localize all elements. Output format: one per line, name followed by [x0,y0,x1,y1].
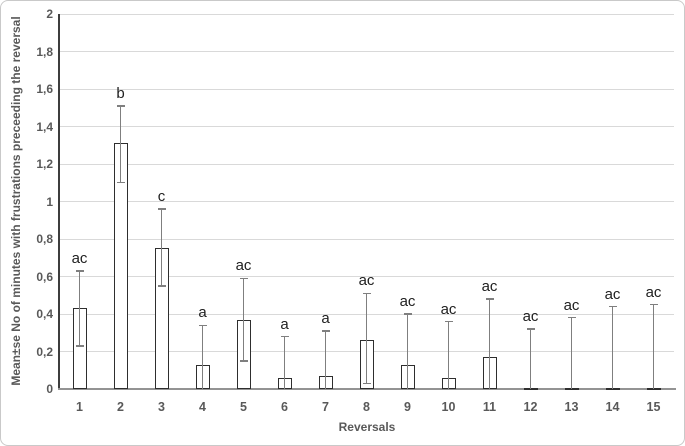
error-bar-cap-bottom [239,360,248,362]
error-bar-cap-top [403,313,412,315]
error-bar-line [529,329,532,389]
significance-letter: ac [440,300,457,318]
significance-letter: ac [563,296,580,314]
error-bar-cap-top [198,324,207,326]
x-tick-label: 4 [199,400,206,414]
error-bar-line [447,321,450,389]
error-bar-line [365,293,368,384]
significance-letter: ac [399,293,416,310]
y-tick-label: 2 [46,7,53,21]
error-bar-line [119,105,122,183]
error-bar-cap-top [526,328,535,330]
x-axis-line [58,388,676,390]
gridline [59,88,674,90]
significance-letter: b [116,84,125,102]
significance-letter: a [321,309,330,327]
error-bar-cap-top [239,277,248,280]
x-tick-label: 6 [281,400,288,414]
x-tick-label: 13 [564,400,579,414]
error-bar-line [160,209,163,286]
error-bar-line [652,304,655,389]
x-tick-label: 10 [441,400,456,414]
significance-letter: a [280,315,289,333]
error-bar-cap-top [157,208,166,210]
error-bar-line [242,278,245,361]
x-tick-label: 1 [76,400,83,414]
significance-letter: ac [235,257,252,275]
x-tick-label: 11 [482,400,497,414]
y-tick-label: 1,2 [36,157,53,171]
error-bar-line [201,325,204,389]
significance-letter: ac [604,285,621,303]
error-bar-line [324,330,327,389]
x-tick-label: 15 [646,400,661,414]
gridline [59,238,674,240]
error-bar-cap-top [75,270,84,272]
x-tick-label: 2 [117,400,124,414]
y-tick-label: 1,6 [36,82,53,96]
gridline [59,13,674,15]
error-bar-cap-top [567,317,576,319]
y-tick-label: 0,6 [36,269,53,284]
error-bar-line [78,270,81,346]
error-bar-line [611,306,614,389]
gridline [59,126,674,127]
error-bar-line [488,299,491,389]
error-bar-line [283,336,286,389]
error-bar-cap-top [649,303,658,306]
x-tick-label: 12 [523,400,538,414]
x-tick-label: 8 [363,400,370,414]
error-bar-line [406,314,409,389]
gridline [59,201,674,202]
y-tick-label: 0,2 [36,344,53,359]
error-bar-cap-bottom [157,285,166,287]
gridline [59,163,674,165]
y-tick-label: 0,4 [36,307,53,321]
error-bar-cap-bottom [362,382,371,385]
significance-letter: a [198,304,207,322]
y-tick-label: 1 [46,194,53,209]
gridline [59,51,674,52]
error-bar-cap-bottom [75,345,84,347]
significance-letter: ac [481,278,498,295]
x-tick-label: 9 [404,400,411,414]
gridline [59,276,674,277]
error-bar-cap-top [362,292,371,295]
y-tick-label: 1,4 [36,119,53,134]
error-bar-cap-top [280,335,289,338]
y-tick-label: 0,8 [36,232,53,246]
significance-letter: c [157,188,166,205]
x-tick-label: 7 [322,400,329,414]
significance-letter: ac [645,283,662,301]
error-bar-cap-top [321,330,330,332]
error-bar-line [570,317,573,389]
significance-letter: ac [358,272,375,290]
x-tick-label: 5 [240,400,247,414]
x-tick-label: 14 [605,400,620,414]
error-bar-cap-top [444,320,453,323]
error-bar-cap-top [485,298,494,300]
x-tick-label: 3 [158,400,165,414]
y-axis-line [58,14,60,389]
error-bar-cap-top [608,305,617,308]
significance-letter: ac [522,308,539,325]
x-axis-title: Reversals [338,420,396,434]
y-tick-label: 1,8 [36,44,53,59]
error-bar-cap-top [116,105,125,107]
error-bar-cap-bottom [116,182,125,184]
y-tick-label: 0 [46,382,53,396]
significance-letter: ac [71,249,88,267]
